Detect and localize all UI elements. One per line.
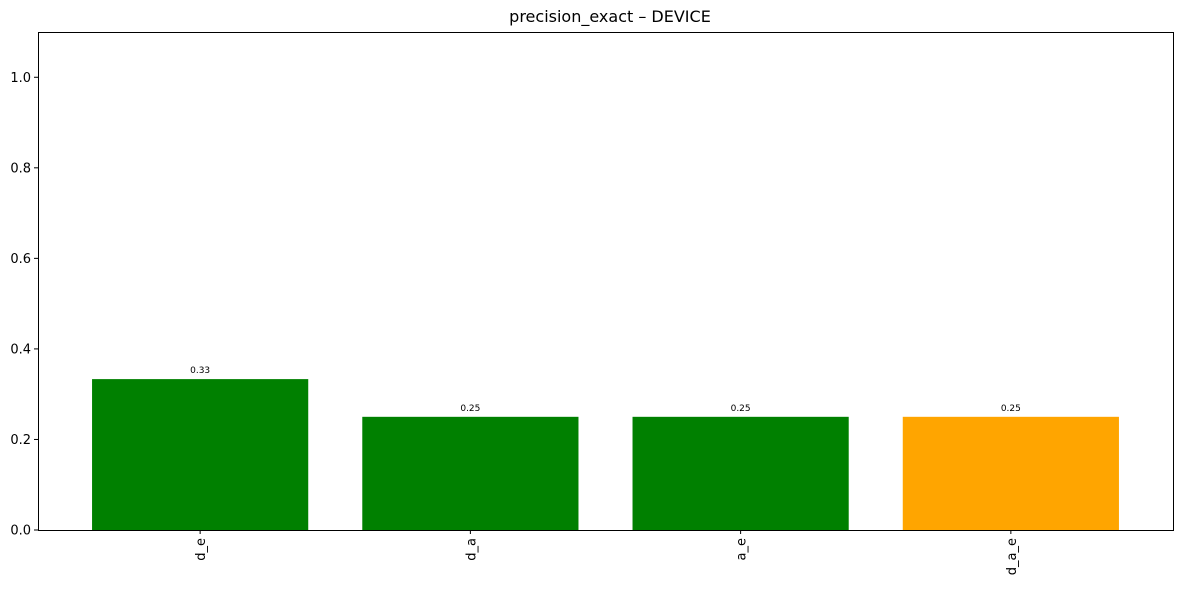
bars-group	[92, 379, 1119, 530]
x-tick-label-d_e: d_e	[194, 538, 209, 561]
y-tick-label-0.8: 0.8	[10, 161, 31, 176]
value-label-d_a: 0.25	[460, 404, 480, 414]
bar-d_e	[92, 379, 309, 530]
plot-frame	[38, 32, 1174, 531]
y-tick-label-0.0: 0.0	[10, 524, 31, 539]
x-tick-label-a_e: a_e	[735, 538, 750, 560]
value-labels-group: 0.33 0.25 0.25 0.25	[190, 366, 1021, 414]
x-axis: d_e d_a a_e d_a_e	[194, 530, 1020, 575]
value-label-a_e: 0.25	[731, 404, 751, 414]
bar-d_a	[362, 416, 579, 530]
chart-title: precision_exact – DEVICE	[509, 7, 711, 27]
value-label-d_e: 0.33	[190, 366, 210, 376]
y-tick-label-0.2: 0.2	[10, 433, 31, 448]
bar-a_e	[632, 416, 849, 530]
bar-d_a_e	[902, 416, 1119, 530]
y-tick-label-0.6: 0.6	[10, 252, 31, 267]
value-label-d_a_e: 0.25	[1001, 404, 1021, 414]
x-tick-label-d_a_e: d_a_e	[1005, 538, 1020, 575]
x-tick-label-d_a: d_a	[464, 538, 479, 561]
y-tick-label-1.0: 1.0	[10, 71, 31, 86]
y-axis: 0.0 0.2 0.4 0.6 0.8 1.0	[10, 71, 38, 539]
y-tick-label-0.4: 0.4	[10, 342, 31, 357]
